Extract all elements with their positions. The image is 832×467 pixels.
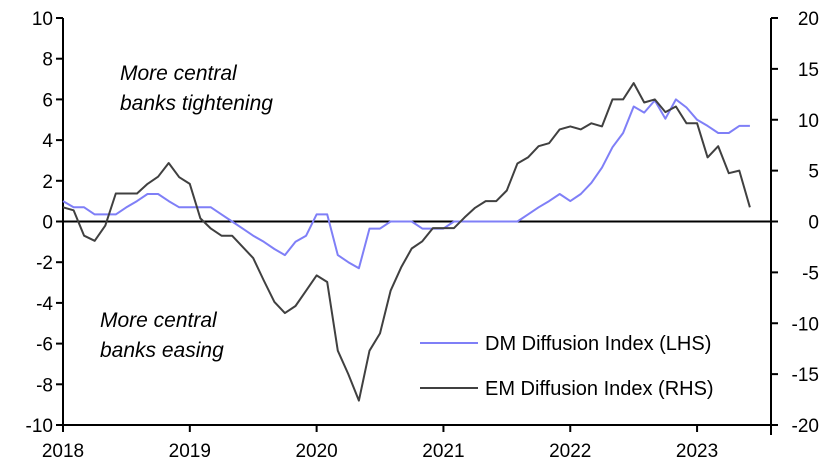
- right-tick-label: 15: [798, 60, 819, 81]
- left-tick-label: 10: [32, 9, 53, 30]
- series-lines: [62, 82, 751, 402]
- annotation-easing-line2: banks easing: [100, 339, 224, 362]
- right-tick-label: -10: [792, 314, 819, 335]
- right-tick-label: 20: [798, 9, 819, 30]
- legend-label-dm: DM Diffusion Index (LHS): [485, 333, 711, 355]
- dm-diffusion-line: [62, 98, 750, 270]
- x-tick-label: 2023: [676, 441, 718, 462]
- right-tick-label: 5: [808, 162, 819, 183]
- left-tick-label: -10: [26, 416, 53, 437]
- right-tick-label: 10: [798, 111, 819, 132]
- left-tick-label: 6: [42, 90, 53, 111]
- left-tick-label: 2: [42, 172, 53, 193]
- left-tick-label: -8: [36, 375, 53, 396]
- annotation-tightening-line1: More central: [120, 62, 238, 85]
- right-tick-label: 0: [808, 213, 819, 234]
- right-tick-label: -20: [792, 416, 819, 437]
- annotation-easing-line1: More central: [100, 309, 218, 332]
- left-tick-label: 8: [42, 50, 53, 71]
- legend-label-em: EM Diffusion Index (RHS): [485, 378, 714, 400]
- em-diffusion-line: [62, 82, 751, 402]
- annotation-tightening-line2: banks tightening: [120, 92, 273, 115]
- x-tick-label: 2018: [42, 441, 84, 462]
- right-tick-label: -5: [802, 263, 819, 284]
- x-tick-label: 2020: [295, 441, 337, 462]
- left-tick-label: 0: [42, 213, 53, 234]
- x-tick-label: 2021: [422, 441, 464, 462]
- axes: 1086420-2-4-6-8-1020151050-5-10-15-20201…: [26, 9, 819, 462]
- left-tick-label: -2: [36, 253, 53, 274]
- legend: DM Diffusion Index (LHS) EM Diffusion In…: [420, 333, 714, 400]
- left-tick-label: -6: [36, 335, 53, 356]
- left-tick-label: 4: [42, 131, 53, 152]
- x-tick-label: 2022: [549, 441, 591, 462]
- right-tick-label: -15: [792, 365, 819, 386]
- x-tick-label: 2019: [169, 441, 211, 462]
- left-tick-label: -4: [36, 294, 53, 315]
